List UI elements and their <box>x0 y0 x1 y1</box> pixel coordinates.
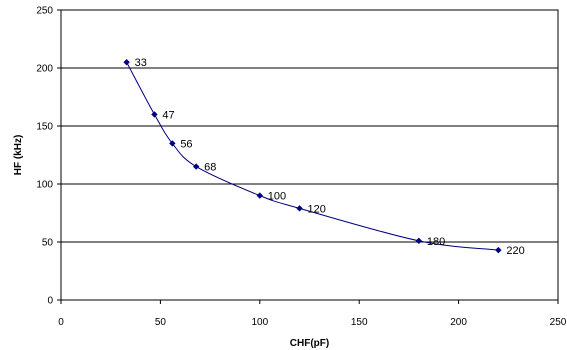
y-tick-label: 100 <box>36 180 53 191</box>
y-tick-label: 150 <box>36 122 53 133</box>
plot-frame <box>60 9 559 301</box>
y-tick-label: 250 <box>36 6 53 17</box>
y-axis: 0 50 100 150 200 250 <box>36 6 61 307</box>
data-labels: 33 47 56 68 100 120 180 220 <box>135 57 525 257</box>
y-tick-label: 0 <box>47 296 53 307</box>
data-point-marker <box>123 59 130 66</box>
series-line <box>126 61 499 251</box>
data-label: 56 <box>180 138 192 150</box>
data-point-marker <box>495 246 502 254</box>
x-tick-label: 250 <box>550 317 567 328</box>
data-label: 120 <box>308 203 326 215</box>
data-point-marker <box>169 140 176 147</box>
x-tick-label: 200 <box>450 317 467 328</box>
x-tick-label: 100 <box>251 317 268 328</box>
data-label: 180 <box>427 236 445 248</box>
data-label: 100 <box>268 191 286 203</box>
data-label: 220 <box>506 245 524 257</box>
gridlines <box>61 67 558 243</box>
data-label: 33 <box>135 57 147 69</box>
x-tick-label: 50 <box>155 317 167 328</box>
y-axis-title: HF (kHz) <box>13 135 24 176</box>
data-point-marker <box>415 237 423 245</box>
data-point-marker <box>192 163 200 170</box>
data-label: 68 <box>204 162 216 174</box>
x-axis: 0 50 100 150 200 250 <box>58 300 567 328</box>
x-axis-title: CHF(pF) <box>290 338 329 349</box>
y-tick-label: 50 <box>42 238 54 249</box>
data-point-marker <box>296 205 303 212</box>
data-point-marker <box>151 111 158 118</box>
markers <box>123 59 502 254</box>
y-tick-label: 200 <box>36 64 53 75</box>
data-point-marker <box>256 192 263 199</box>
x-tick-label: 0 <box>58 317 64 328</box>
data-label: 47 <box>162 109 174 121</box>
x-tick-label: 150 <box>351 317 368 328</box>
